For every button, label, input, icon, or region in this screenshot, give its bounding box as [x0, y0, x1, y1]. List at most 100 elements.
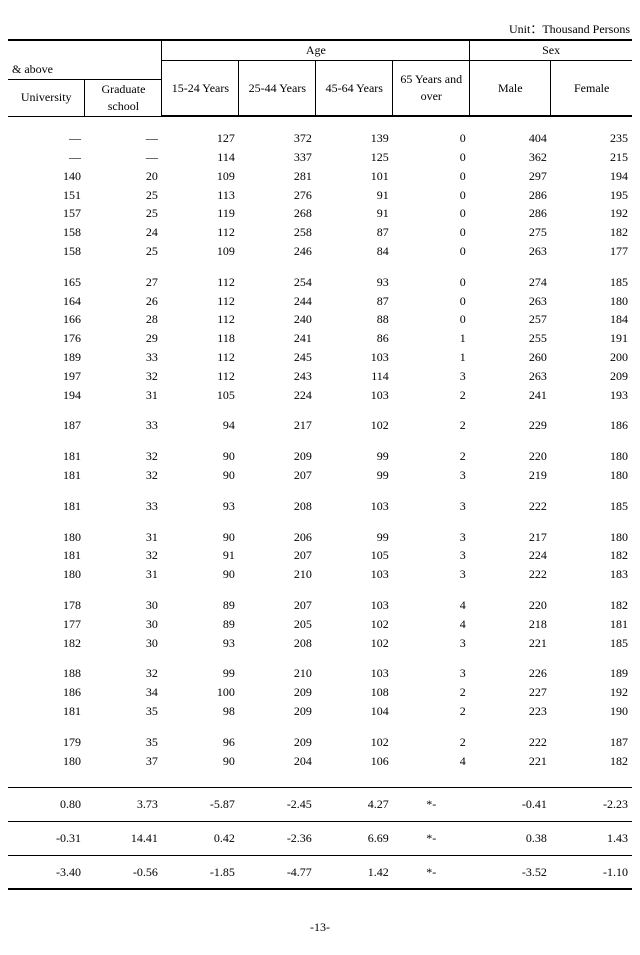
cell: 177: [551, 242, 632, 261]
cell: 101: [316, 167, 393, 186]
cell: 192: [551, 683, 632, 702]
cell: 276: [239, 186, 316, 205]
cell: 4: [393, 596, 470, 615]
cell: 0: [393, 148, 470, 167]
cell: 99: [316, 447, 393, 466]
cell: 219: [470, 466, 551, 485]
cell: 88: [316, 310, 393, 329]
cell: 183: [551, 565, 632, 584]
cell: 125: [316, 148, 393, 167]
stat-cell: -5.87: [162, 788, 239, 822]
table-row: 17629118241861255191: [8, 329, 632, 348]
cell: 0: [393, 186, 470, 205]
cell: 190: [551, 702, 632, 721]
cell: 281: [239, 167, 316, 186]
table-row: 15824112258870275182: [8, 223, 632, 242]
table-row: 1813290207993219180: [8, 466, 632, 485]
table-row: 194311052241032241193: [8, 386, 632, 405]
cell: 112: [162, 310, 239, 329]
cell: 372: [239, 129, 316, 148]
table-row: 15125113276910286195: [8, 186, 632, 205]
cell: 180: [8, 752, 85, 771]
cell: 204: [239, 752, 316, 771]
cell: 112: [162, 223, 239, 242]
stat-cell: *-: [393, 855, 470, 889]
cell: 2: [393, 386, 470, 405]
table-row: 1813290209992220180: [8, 447, 632, 466]
cell: 182: [551, 546, 632, 565]
cell: 263: [470, 242, 551, 261]
table-row: 17830892071034220182: [8, 596, 632, 615]
cell: 182: [551, 596, 632, 615]
cell: 404: [470, 129, 551, 148]
cell: 0: [393, 223, 470, 242]
cell: 25: [85, 186, 162, 205]
cell: 263: [470, 292, 551, 311]
cell: 3: [393, 367, 470, 386]
sex-header: Sex: [470, 40, 632, 60]
cell: 181: [8, 447, 85, 466]
cell: 0: [393, 273, 470, 292]
cell: 0: [393, 129, 470, 148]
cell: 209: [239, 702, 316, 721]
cell: 207: [239, 596, 316, 615]
cell: 210: [239, 565, 316, 584]
stat-cell: 14.41: [85, 821, 162, 855]
sex-col-0: Male: [470, 60, 551, 116]
stat-cell: 0.42: [162, 821, 239, 855]
cell: 206: [239, 528, 316, 547]
table-row: 18037902041064221182: [8, 752, 632, 771]
cell: 226: [470, 664, 551, 683]
cell: 2: [393, 416, 470, 435]
cell: 35: [85, 702, 162, 721]
cell: 114: [162, 148, 239, 167]
cell: 3: [393, 497, 470, 516]
cell: 257: [470, 310, 551, 329]
cell: 217: [470, 528, 551, 547]
cell: 96: [162, 733, 239, 752]
cell: 2: [393, 702, 470, 721]
stat-cell: 6.69: [316, 821, 393, 855]
cell: 3: [393, 634, 470, 653]
cell: 32: [85, 367, 162, 386]
cell: 337: [239, 148, 316, 167]
cell: 177: [8, 615, 85, 634]
cell: 99: [162, 664, 239, 683]
table-row: 17730892051024218181: [8, 615, 632, 634]
cell: 181: [8, 702, 85, 721]
cell: 32: [85, 447, 162, 466]
cell: 181: [551, 615, 632, 634]
cell: 224: [239, 386, 316, 405]
cell: 3: [393, 528, 470, 547]
cell: 103: [316, 565, 393, 584]
table-row: 18832992101033226189: [8, 664, 632, 683]
cell: 100: [162, 683, 239, 702]
cell: 103: [316, 497, 393, 516]
cell: 112: [162, 292, 239, 311]
cell: 210: [239, 664, 316, 683]
table-row: 186341002091082227192: [8, 683, 632, 702]
cell: 245: [239, 348, 316, 367]
cell: 94: [162, 416, 239, 435]
cell: 33: [85, 416, 162, 435]
cell: 4: [393, 752, 470, 771]
cell: 20: [85, 167, 162, 186]
cell: 33: [85, 348, 162, 367]
table-row: ——1143371250362215: [8, 148, 632, 167]
cell: 103: [316, 348, 393, 367]
cell: 193: [551, 386, 632, 405]
cell: 220: [470, 447, 551, 466]
cell: 29: [85, 329, 162, 348]
cell: 362: [470, 148, 551, 167]
cell: 25: [85, 204, 162, 223]
cell: 99: [316, 528, 393, 547]
cell: 164: [8, 292, 85, 311]
cell: 102: [316, 733, 393, 752]
table-row: 16426112244870263180: [8, 292, 632, 311]
cell: 3: [393, 546, 470, 565]
cell: 104: [316, 702, 393, 721]
cell: 182: [8, 634, 85, 653]
stat-cell: 4.27: [316, 788, 393, 822]
table-row: 15825109246840263177: [8, 242, 632, 261]
stat-cell: -2.23: [551, 788, 632, 822]
